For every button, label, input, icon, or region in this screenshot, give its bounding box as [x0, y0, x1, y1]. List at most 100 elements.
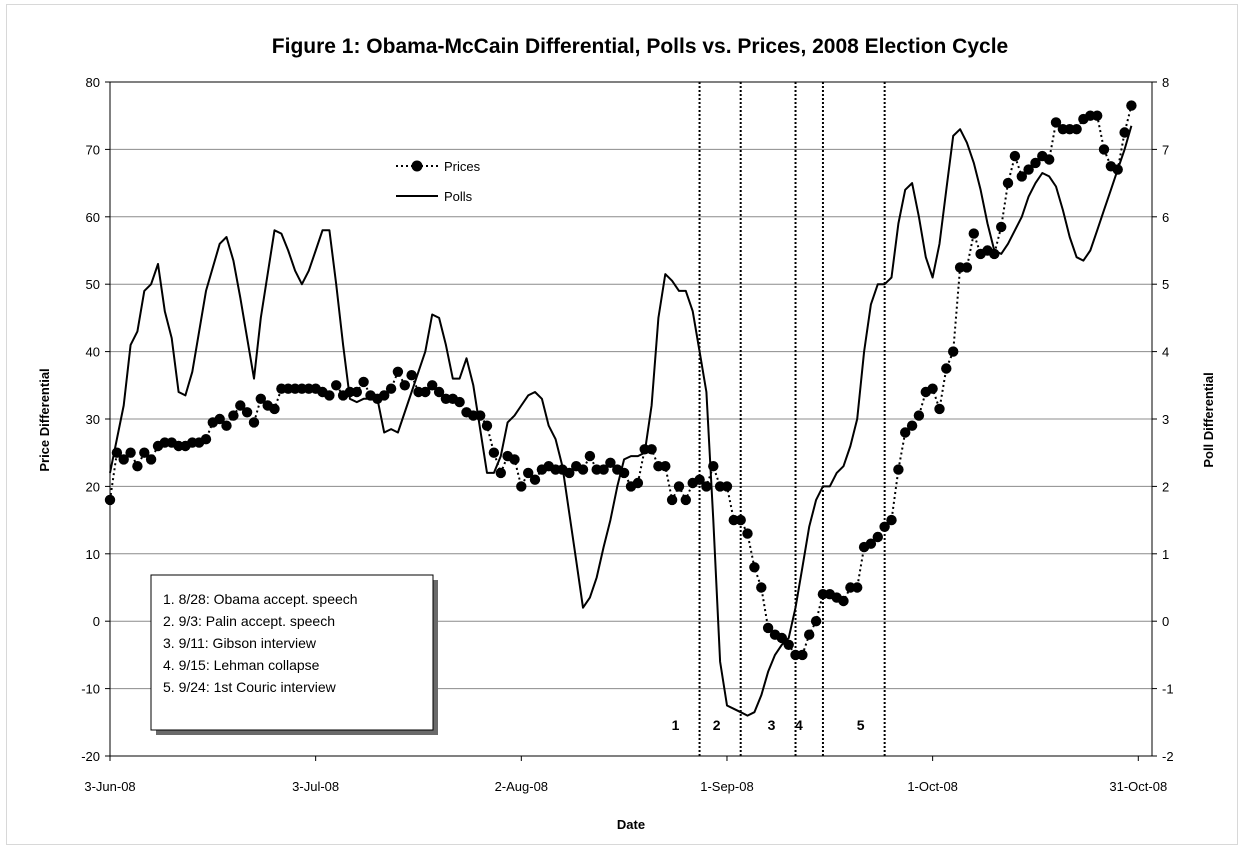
- prices-point: [605, 457, 616, 468]
- prices-point: [241, 407, 253, 418]
- right-tick-label: 3: [1162, 412, 1169, 427]
- prices-point: [331, 380, 342, 391]
- x-tick-label: 1-Oct-08: [907, 779, 958, 794]
- left-tick-label: 40: [86, 345, 100, 360]
- prices-point: [872, 531, 883, 543]
- prices-point: [221, 420, 232, 431]
- prices-point: [1092, 110, 1103, 121]
- right-axis-label: Poll Differential: [1201, 372, 1216, 467]
- prices-point: [248, 417, 260, 428]
- prices-point: [523, 467, 534, 479]
- prices-point: [968, 228, 979, 239]
- chart-title: Figure 1: Obama-McCain Differential, Pol…: [272, 35, 1008, 58]
- prices-point: [406, 370, 417, 381]
- left-tick-label: 70: [86, 142, 100, 157]
- prices-point: [475, 410, 486, 421]
- prices-point: [838, 595, 849, 607]
- prices-point: [392, 366, 404, 377]
- left-tick-label: -10: [81, 682, 100, 697]
- left-axis-label: Price Differential: [37, 368, 52, 471]
- note-1: 1. 8/28: Obama accept. speech: [163, 591, 358, 607]
- prices-point: [427, 380, 438, 391]
- prices-point: [118, 454, 129, 465]
- x-axis-ticks: 3-Jun-08 3-Jul-08 2-Aug-08 1-Sep-08 1-Oct-08…: [84, 756, 1167, 794]
- right-axis-ticks: 8 7 6 5 4 3 2 1 0 -1 -2: [1152, 75, 1174, 764]
- prices-line: [109, 105, 1133, 656]
- prices-point: [379, 390, 390, 401]
- prices-point: [1098, 144, 1110, 155]
- x-tick-label: 1-Sep-08: [700, 779, 753, 794]
- prices-point: [756, 582, 767, 593]
- event-number: 3: [768, 717, 776, 733]
- prices-point: [961, 262, 973, 273]
- x-tick-label: 3-Jul-08: [292, 779, 339, 794]
- prices-point: [989, 248, 1000, 260]
- prices-point: [1071, 124, 1082, 135]
- event-number: 2: [713, 717, 721, 733]
- left-tick-label: 0: [93, 614, 100, 629]
- prices-point: [646, 444, 657, 455]
- prices-point: [1119, 127, 1130, 138]
- right-tick-label: -2: [1162, 749, 1174, 764]
- prices-point: [735, 514, 746, 526]
- prices-point: [399, 380, 410, 391]
- legend-prices-label: Prices: [444, 159, 481, 174]
- right-tick-label: -1: [1162, 682, 1174, 697]
- left-tick-label: 10: [86, 547, 100, 562]
- right-tick-label: 1: [1162, 547, 1169, 562]
- prices-point: [1044, 154, 1055, 165]
- note-2: 2. 9/3: Palin accept. speech: [163, 613, 335, 629]
- prices-point: [564, 467, 575, 479]
- prices-point: [481, 420, 493, 431]
- note-5: 5. 9/24: 1st Couric interview: [163, 679, 337, 695]
- prices-point: [804, 629, 815, 640]
- prices-point: [701, 481, 712, 492]
- polls-series: [109, 125, 1133, 717]
- prices-point: [900, 427, 911, 438]
- event-lines: 1 2 3 4 5: [672, 82, 886, 756]
- event-number: 1: [672, 717, 680, 733]
- chart-border: [6, 4, 1238, 845]
- legend: Prices Polls: [396, 159, 481, 204]
- prices-point: [516, 481, 527, 492]
- prices-point: [324, 390, 335, 401]
- prices-point: [420, 386, 431, 398]
- prices-point: [927, 383, 938, 394]
- prices-point: [125, 447, 136, 458]
- prices-point: [749, 562, 760, 573]
- prices-point: [358, 376, 369, 388]
- prices-point: [235, 400, 246, 411]
- prices-point: [1023, 164, 1034, 175]
- prices-point: [529, 474, 541, 485]
- prices-point: [1030, 157, 1041, 169]
- prices-point: [577, 464, 589, 475]
- left-axis-ticks: 80 70 60 50 40 30 20 10 0 -10 -20: [81, 75, 110, 764]
- x-tick-label: 31-Oct-08: [1109, 779, 1167, 794]
- right-tick-label: 8: [1162, 75, 1169, 90]
- prices-point: [886, 514, 897, 526]
- prices-point: [584, 450, 596, 462]
- prices-point: [200, 434, 212, 445]
- prices-point: [255, 393, 266, 404]
- prices-point: [934, 403, 945, 415]
- prices-point: [941, 363, 952, 374]
- left-tick-label: 60: [86, 210, 100, 225]
- prices-point: [145, 454, 157, 465]
- x-tick-label: 3-Jun-08: [84, 779, 135, 794]
- left-tick-label: 50: [86, 277, 100, 292]
- prices-point: [996, 221, 1007, 233]
- prices-series: [104, 100, 1137, 661]
- prices-point: [632, 477, 644, 489]
- prices-point: [721, 481, 733, 492]
- x-axis-label: Date: [617, 817, 645, 832]
- legend-polls-label: Polls: [444, 189, 473, 204]
- prices-point: [509, 454, 520, 465]
- prices-point: [488, 447, 500, 458]
- left-tick-label: 20: [86, 479, 100, 494]
- prices-point: [139, 447, 150, 458]
- prices-point: [660, 461, 671, 472]
- prices-point: [598, 464, 609, 475]
- polls-line: [109, 125, 1133, 717]
